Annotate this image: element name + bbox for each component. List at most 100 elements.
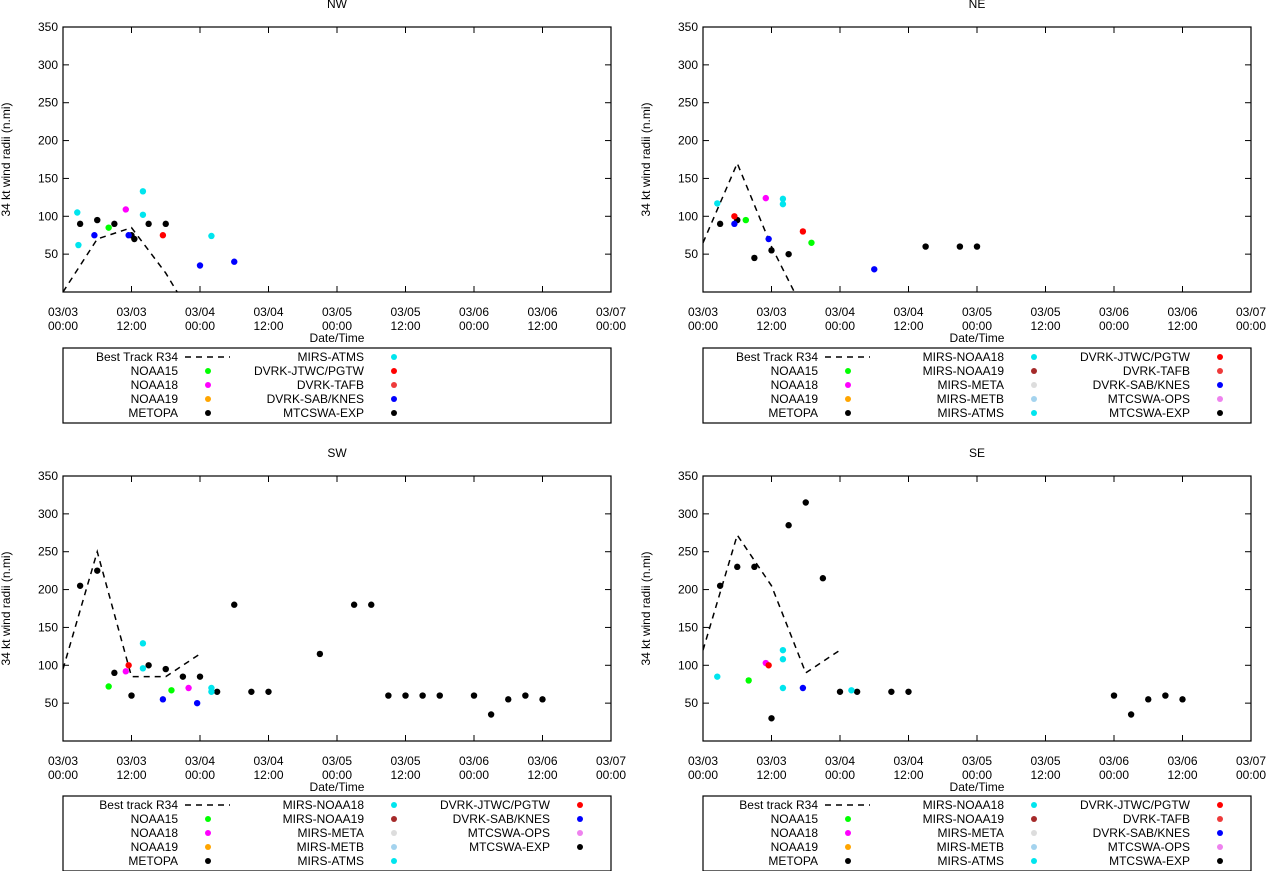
chart-title: NW (327, 0, 348, 11)
data-point-noaa15 (745, 677, 752, 684)
y-tick-label: 100 (38, 658, 58, 672)
x-tick-label-date: 03/04 (185, 305, 215, 319)
legend-swatch-dot (1217, 816, 1223, 822)
y-tick-label: 250 (38, 96, 58, 110)
data-point-metopa (131, 235, 138, 243)
data-point-metopa (1162, 692, 1169, 699)
data-layer (63, 188, 238, 292)
data-point-metopa (111, 669, 118, 677)
data-point-metopa (436, 692, 443, 699)
legend-swatch-dot (205, 816, 211, 822)
legend-swatch-dot (1217, 830, 1223, 836)
x-tick-label-time: 12:00 (893, 768, 923, 782)
x-tick-label-time: 00:00 (825, 768, 855, 782)
legend-frame (62, 347, 612, 424)
data-point-dvrk-sab-knes (765, 235, 772, 243)
legend-swatch-dot (1217, 802, 1223, 808)
data-point-metopa (522, 692, 529, 699)
data-point-dvrk-sab-knes (125, 232, 132, 239)
legend-label-mirs-meta: MIRS-META (938, 378, 1004, 392)
data-point-dvrk-jtwc-pgtw (125, 662, 132, 669)
legend-label-noaa18: NOAA18 (771, 826, 819, 840)
x-tick-label-time: 12:00 (1030, 319, 1060, 333)
y-tick-label: 300 (38, 507, 58, 521)
legend-label-metopa: METOPA (768, 854, 818, 868)
x-tick-label-time: 00:00 (1236, 768, 1266, 782)
data-point-dvrk-jtwc-pgtw (799, 228, 807, 235)
legend-swatch-dot (205, 368, 211, 374)
data-point-mirs-noaa18 (139, 640, 147, 647)
y-tick-label: 150 (38, 171, 58, 185)
x-tick-label-date: 03/06 (459, 305, 489, 319)
legend-label-noaa18: NOAA18 (771, 378, 819, 392)
x-tick-label-time: 12:00 (756, 768, 786, 782)
y-tick-label: 200 (678, 583, 698, 597)
x-tick-label-date: 03/05 (1030, 305, 1060, 319)
legend-label-mirs-metb: MIRS-METB (937, 840, 1004, 854)
legend-label-dvrk-tafb: DVRK-TAFB (297, 378, 364, 392)
data-point-noaa15 (742, 216, 750, 224)
series-line-best-track-r34 (703, 161, 796, 292)
y-tick-label: 50 (685, 247, 699, 261)
legend-label-best-track-r34: Best track R34 (99, 798, 178, 812)
legend-swatch-dot (391, 396, 397, 402)
y-tick-label: 200 (38, 583, 58, 597)
x-tick-label-time: 12:00 (893, 319, 923, 333)
data-point-dvrk-sab-knes (159, 696, 167, 703)
chart-title: NE (969, 0, 986, 11)
x-tick-label-time: 00:00 (185, 319, 215, 333)
legend-swatch-dot (845, 396, 851, 402)
legend-label-mirs-noaa19: MIRS-NOAA19 (923, 812, 1005, 826)
legend-swatch-dot (1217, 410, 1223, 416)
data-point-metopa (956, 243, 964, 250)
legend-swatch-dot (1217, 858, 1223, 864)
y-tick-label: 50 (685, 696, 699, 710)
data-point-metopa (487, 711, 495, 718)
x-tick-label-time: 00:00 (459, 768, 489, 782)
data-layer (703, 161, 981, 292)
x-axis-label: Date/Time (950, 780, 1005, 794)
legend-swatch-dot (1217, 844, 1223, 850)
legend-label-noaa19: NOAA19 (771, 392, 819, 406)
data-point-dvrk-jtwc-pgtw (765, 662, 772, 669)
legend-label-mtcswa-exp: MTCSWA-EXP (1109, 854, 1190, 868)
series-line-best-track-r34 (63, 548, 201, 678)
data-point-metopa (419, 692, 426, 699)
legend-swatch-dot (391, 382, 397, 388)
x-tick-label-date: 03/05 (390, 305, 420, 319)
x-tick-label-date: 03/06 (459, 754, 489, 768)
x-tick-label-time: 00:00 (459, 319, 489, 333)
x-tick-label-date: 03/03 (116, 305, 146, 319)
legend-swatch-dot (1031, 830, 1037, 836)
x-tick-label-time: 00:00 (962, 768, 992, 782)
data-point-dvrk-sab-knes (193, 699, 201, 707)
legend-label-mtcswa-ops: MTCSWA-OPS (1108, 392, 1190, 406)
x-tick-label-date: 03/03 (48, 305, 78, 319)
x-tick-label-date: 03/03 (756, 305, 786, 319)
x-tick-label-date: 03/03 (116, 754, 146, 768)
legend-label-mtcswa-exp: MTCSWA-EXP (283, 406, 364, 420)
legend-swatch-dot (845, 368, 851, 374)
data-point-dvrk-sab-knes (196, 262, 204, 269)
y-tick-label: 350 (678, 469, 698, 483)
data-point-metopa (196, 673, 204, 680)
data-point-metopa (1110, 692, 1118, 699)
legend-swatch-dot (391, 368, 397, 374)
data-point-mirs-noaa18 (779, 656, 787, 663)
x-tick-label-date: 03/04 (825, 754, 855, 768)
legend-swatch-dot (1217, 396, 1223, 402)
data-point-metopa (819, 575, 827, 582)
data-point-metopa (76, 220, 84, 228)
data-point-mirs-atms (208, 232, 215, 240)
legend-label-dvrk-sab-knes: DVRK-SAB/KNES (1093, 378, 1190, 392)
legend-swatch-dot (1031, 844, 1037, 850)
legend-label-mirs-atms: MIRS-ATMS (938, 854, 1004, 868)
legend-label-mirs-noaa18: MIRS-NOAA18 (283, 798, 365, 812)
x-tick-label-time: 00:00 (825, 319, 855, 333)
legend-label-noaa15: NOAA15 (131, 812, 179, 826)
x-axis-label: Date/Time (310, 331, 365, 345)
legend-label-mtcswa-exp: MTCSWA-EXP (1109, 406, 1190, 420)
legend-swatch-dot (391, 844, 397, 850)
data-point-metopa (922, 243, 929, 250)
y-tick-label: 200 (678, 134, 698, 148)
